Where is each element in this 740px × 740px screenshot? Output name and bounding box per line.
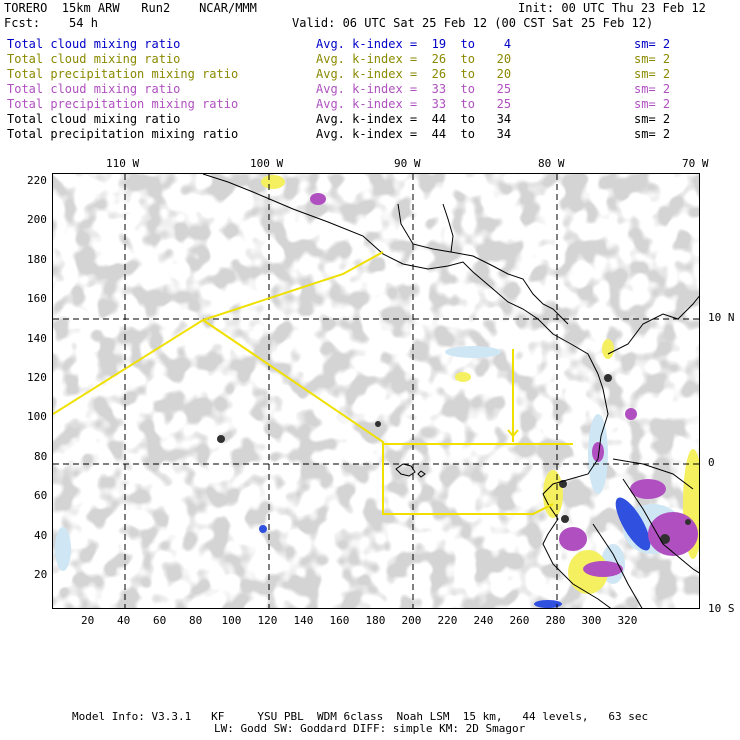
lon-label: 90 W [394, 157, 421, 170]
x-tick-label: 60 [153, 614, 167, 627]
y-tick-label: 20 [34, 568, 48, 581]
legend-k-index: Avg. k-index = 26 to 20 [316, 52, 512, 66]
cloud-blue-patches [259, 497, 651, 608]
x-tick-label: 240 [473, 614, 494, 627]
lat-lon-grid [53, 174, 699, 608]
y-tick-label: 60 [34, 489, 48, 503]
legend-k-index: Avg. k-index = 44 to 34 [316, 127, 512, 141]
init-time: Init: 00 UTC Thu 23 Feb 12 [518, 1, 706, 15]
y-tick-label: 140 [27, 331, 47, 345]
x-tick-label: 260 [509, 614, 530, 627]
legend-field-name: Total precipitation mixing ratio [7, 97, 239, 111]
x-tick-label: 120 [257, 614, 278, 627]
y-tick-label: 200 [27, 213, 47, 227]
legend-field-name: Total cloud mixing ratio [7, 112, 181, 126]
lon-label: 80 W [538, 157, 565, 170]
x-tick-label: 160 [329, 614, 350, 627]
legend-k-index: Avg. k-index = 44 to 34 [316, 112, 512, 126]
legend-k-index: Avg. k-index = 33 to 25 [316, 97, 512, 111]
flight-tracks [53, 251, 573, 515]
legend-smoothing: sm= 2 [634, 52, 671, 66]
y-tick-label: 220 [27, 174, 47, 187]
legend-field-name: Total cloud mixing ratio [7, 37, 181, 51]
lon-label: 70 W [682, 157, 709, 170]
lat-label: 10 S [708, 602, 735, 615]
y-tick-label: 80 [34, 449, 48, 463]
forecast-hour: Fcst: 54 h [4, 16, 98, 30]
legend-smoothing: sm= 2 [634, 97, 671, 111]
legend-smoothing: sm= 2 [634, 37, 671, 51]
lon-label: 110 W [106, 157, 140, 170]
legend-field-name: Total cloud mixing ratio [7, 82, 181, 96]
legend-smoothing: sm= 2 [634, 127, 671, 141]
physics-info: LW: Godd SW: Goddard DIFF: simple KM: 2D… [214, 722, 526, 735]
legend-smoothing: sm= 2 [634, 112, 671, 126]
legend-k-index: Avg. k-index = 33 to 25 [316, 82, 512, 96]
x-tick-label: 200 [401, 614, 422, 627]
map-canvas [53, 174, 699, 608]
x-tick-label: 320 [617, 614, 638, 627]
lat-label: 10 N [708, 311, 735, 324]
x-tick-label: 220 [437, 614, 458, 627]
legend-k-index: Avg. k-index = 19 to 4 [316, 37, 512, 51]
x-tick-label: 20 [81, 614, 95, 627]
valid-time: Valid: 06 UTC Sat 25 Feb 12 (00 CST Sat … [292, 16, 654, 30]
legend-smoothing: sm= 2 [634, 82, 671, 96]
forecast-map [52, 173, 700, 609]
legend-field-name: Total precipitation mixing ratio [7, 67, 239, 81]
coastlines [202, 174, 699, 608]
legend-field-name: Total precipitation mixing ratio [7, 127, 239, 141]
y-tick-label: 180 [27, 252, 47, 266]
x-tick-label: 300 [581, 614, 602, 627]
y-tick-label: 160 [27, 292, 47, 306]
x-tick-label: 80 [189, 614, 203, 627]
y-tick-label: 40 [34, 528, 48, 542]
model-info: Model Info: V3.3.1 KF YSU PBL WDM 6class… [72, 710, 649, 723]
x-tick-label: 180 [365, 614, 386, 627]
x-tick-label: 140 [293, 614, 314, 627]
x-tick-label: 100 [221, 614, 242, 627]
precip-dark-cores [217, 374, 691, 544]
x-tick-label: 280 [545, 614, 566, 627]
y-tick-label: 120 [27, 371, 47, 384]
lat-label: 0 [708, 456, 715, 469]
cloud-field-gray [53, 174, 699, 608]
lon-label: 100 W [250, 157, 284, 170]
x-tick-label: 40 [117, 614, 131, 627]
legend-smoothing: sm= 2 [634, 67, 671, 81]
run-title: TORERO 15km ARW Run2 NCAR/MMM [4, 1, 257, 15]
legend-k-index: Avg. k-index = 26 to 20 [316, 67, 512, 81]
legend-field-name: Total cloud mixing ratio [7, 52, 181, 66]
y-tick-label: 100 [27, 410, 47, 424]
